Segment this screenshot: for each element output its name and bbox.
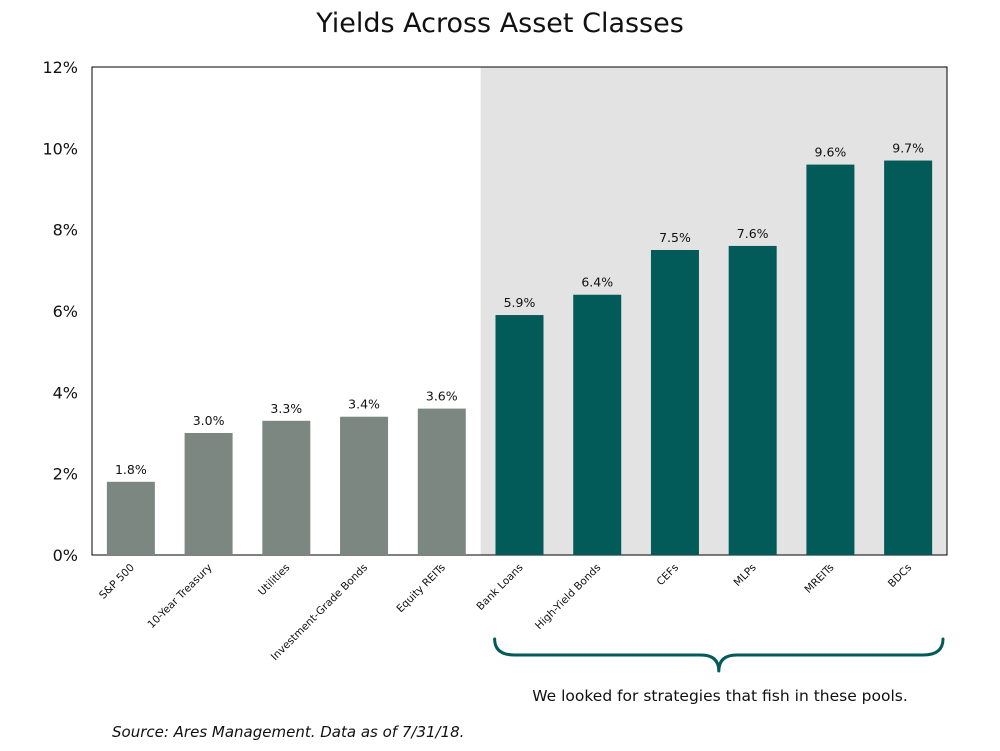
y-tick-label: 6% <box>53 302 78 321</box>
x-tick-label: MREITs <box>802 562 836 596</box>
curly-brace <box>493 637 945 673</box>
bar <box>262 420 311 555</box>
bar <box>650 250 699 555</box>
x-tick-label: CEFs <box>655 562 682 589</box>
bar <box>106 481 155 555</box>
bar-value-label: 3.0% <box>193 413 225 428</box>
bar-value-label: 9.6% <box>815 145 847 160</box>
y-tick-label: 2% <box>53 465 78 484</box>
bar <box>806 164 855 555</box>
y-tick-label: 10% <box>42 139 78 158</box>
bar-value-label: 6.4% <box>581 275 613 290</box>
bar-value-label: 7.6% <box>737 226 769 241</box>
bar-value-label: 7.5% <box>659 230 691 245</box>
x-tick-label: Utilities <box>256 562 292 598</box>
source-note: Source: Ares Management. Data as of 7/31… <box>112 723 465 741</box>
x-tick-label: High-Yield Bonds <box>533 562 603 632</box>
bar-value-label: 5.9% <box>504 295 536 310</box>
y-tick-label: 4% <box>53 383 78 402</box>
bar <box>573 294 622 555</box>
bar <box>495 315 544 555</box>
bar <box>184 433 233 555</box>
bar <box>417 408 466 555</box>
highlight-region <box>480 67 947 555</box>
brace-annotation: We looked for strategies that fish in th… <box>532 687 908 705</box>
x-tick-label: Bank Loans <box>474 562 525 613</box>
chart-title: Yields Across Asset Classes <box>316 8 684 39</box>
bar <box>728 245 777 555</box>
x-tick-label: Equity REITs <box>394 562 448 616</box>
x-tick-label: S&P 500 <box>97 562 137 602</box>
bar-value-label: 3.6% <box>426 389 458 404</box>
x-tick-label: MLPs <box>732 562 759 589</box>
y-tick-label: 8% <box>53 221 78 240</box>
bar-value-label: 9.7% <box>892 141 924 156</box>
y-tick-label: 0% <box>53 546 78 565</box>
bar <box>340 416 389 555</box>
bar-value-label: 3.4% <box>348 397 380 412</box>
y-tick-label: 12% <box>42 58 78 77</box>
bar-value-label: 3.3% <box>270 401 302 416</box>
x-tick-label: BDCs <box>886 562 914 590</box>
x-tick-label: 10-Year Treasury <box>145 562 214 631</box>
bar-value-label: 1.8% <box>115 462 147 477</box>
bar <box>884 160 933 556</box>
